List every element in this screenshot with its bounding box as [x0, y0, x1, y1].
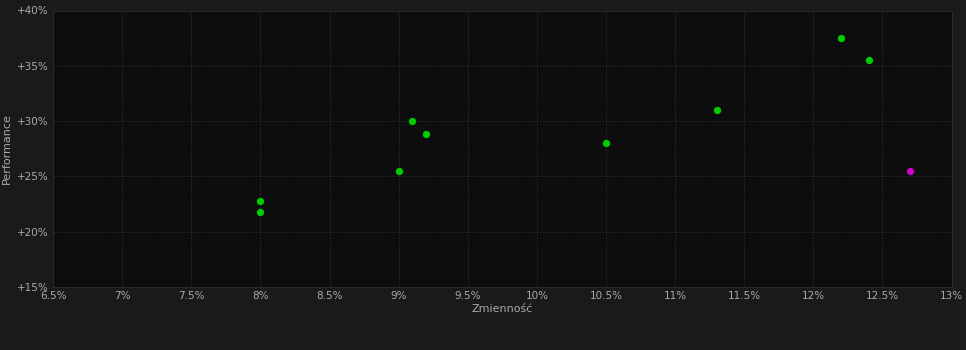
Point [861, 57, 876, 63]
Point [902, 168, 918, 174]
Point [391, 168, 407, 174]
Point [405, 118, 420, 124]
Point [598, 140, 613, 146]
Point [709, 107, 724, 113]
Y-axis label: Performance: Performance [2, 113, 12, 184]
X-axis label: Zmienność: Zmienność [471, 304, 533, 314]
Point [834, 35, 849, 41]
Point [253, 198, 269, 204]
Point [253, 209, 269, 215]
Point [418, 132, 434, 137]
